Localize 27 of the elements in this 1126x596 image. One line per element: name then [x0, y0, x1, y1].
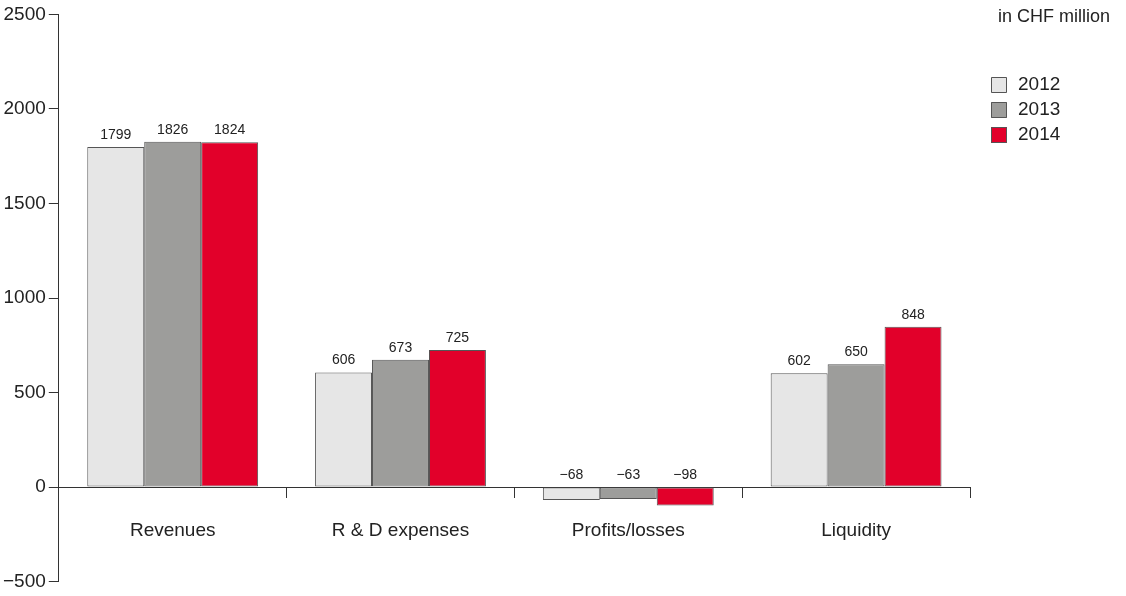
y-axis-title: in CHF million [997, 5, 1110, 26]
data-label: 602 [787, 352, 812, 369]
x-tick-label: Liquidity [821, 518, 892, 540]
legend-label: 2012 [1018, 73, 1061, 95]
data-label: 673 [388, 338, 413, 355]
data-label: −68 [559, 465, 584, 482]
y-tick-label: 2000 [3, 97, 46, 119]
y-tick-label: 500 [14, 380, 46, 402]
y-tick-label: 0 [35, 475, 46, 497]
legend-label: 2013 [1018, 98, 1061, 120]
legend-label: 2014 [1018, 123, 1061, 145]
data-label: 1826 [157, 120, 189, 137]
data-label: −63 [616, 465, 641, 482]
data-label: 650 [844, 343, 868, 360]
x-tick-label: Revenues [129, 518, 216, 540]
y-tick-label: −500 [3, 569, 46, 591]
y-tick-label: 2500 [3, 2, 46, 24]
y-tick-label: 1500 [3, 191, 46, 213]
data-label: 848 [901, 305, 925, 322]
data-label: 725 [445, 328, 470, 345]
y-tick-label: 1000 [3, 286, 46, 308]
data-label: 1799 [100, 125, 132, 142]
x-tick-label: Profits/losses [571, 518, 685, 540]
data-label: 606 [331, 351, 356, 368]
x-tick-label: R & D expenses [331, 518, 470, 540]
data-label: −98 [673, 465, 698, 482]
data-label: 1824 [214, 121, 246, 138]
